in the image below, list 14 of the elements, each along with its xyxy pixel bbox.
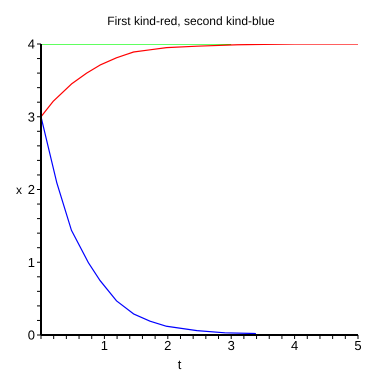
x-tick-label: 4: [290, 338, 298, 354]
x-tick-label: 2: [164, 338, 172, 354]
x-axis-title: t: [178, 357, 182, 372]
y-tick-label: 4: [28, 36, 35, 52]
chart-title: First kind-red, second kind-blue: [106, 14, 276, 28]
x-tick-label: 5: [354, 338, 362, 354]
line-series: [41, 44, 358, 118]
y-tick-label: 2: [28, 182, 35, 198]
x-tick-label: 3: [228, 338, 235, 354]
y-axis-title: x: [16, 182, 22, 197]
y-tick-label: 3: [28, 109, 35, 124]
y-tick-label: 1: [28, 254, 35, 270]
y-tick-label: 0: [28, 328, 35, 343]
x-tick-label: 1: [100, 338, 108, 354]
